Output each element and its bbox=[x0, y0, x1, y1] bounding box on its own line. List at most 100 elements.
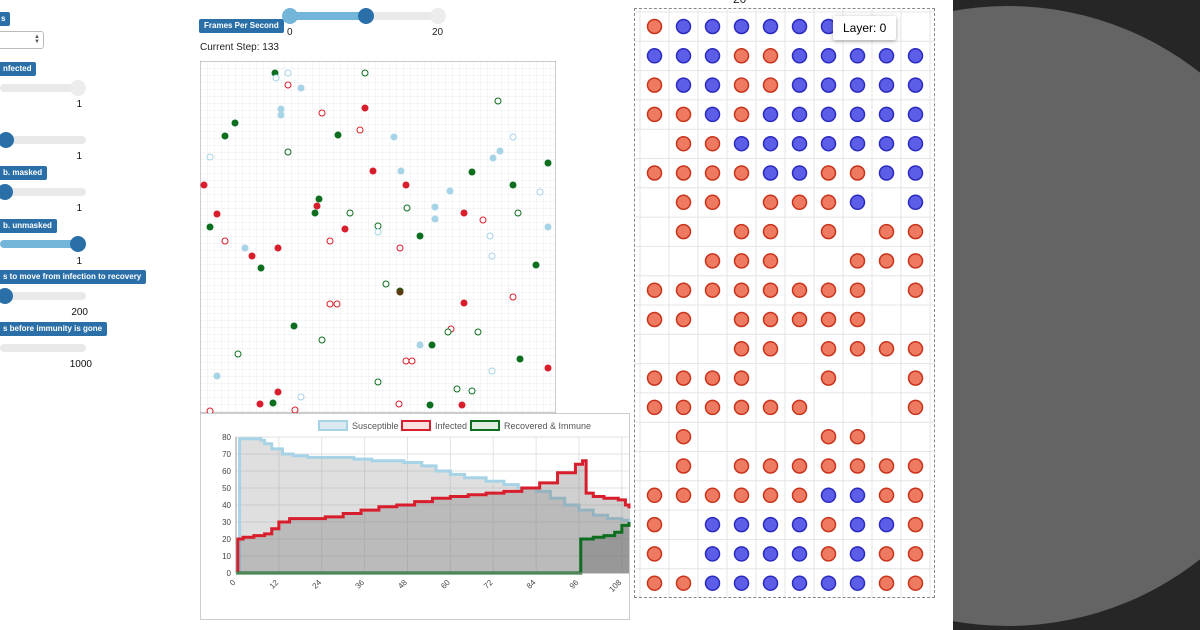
grid-cell-red[interactable] bbox=[675, 458, 692, 474]
grid-cell-red[interactable] bbox=[675, 135, 692, 152]
grid-cell-blue[interactable] bbox=[762, 135, 779, 152]
grid-cell-blue[interactable] bbox=[849, 487, 866, 504]
grid-cell-blue[interactable] bbox=[762, 106, 779, 123]
grid-cell-blue[interactable] bbox=[704, 575, 721, 591]
grid-cell-red[interactable] bbox=[907, 370, 924, 386]
grid-cell-red[interactable] bbox=[675, 487, 692, 504]
grid-cell-blue[interactable] bbox=[733, 18, 750, 35]
grid-cell-red[interactable] bbox=[733, 165, 750, 181]
cell-grid[interactable] bbox=[635, 9, 935, 599]
grid-cell-red[interactable] bbox=[704, 370, 721, 386]
grid-cell-red[interactable] bbox=[733, 341, 750, 357]
grid-cell-red[interactable] bbox=[820, 165, 837, 181]
grid-cell-red[interactable] bbox=[907, 253, 924, 269]
grid-cell-red[interactable] bbox=[762, 311, 779, 328]
grid-cell-blue[interactable] bbox=[820, 487, 837, 504]
grid-cell-red[interactable] bbox=[675, 311, 692, 328]
grid-cell-red[interactable] bbox=[907, 282, 924, 298]
grid-cell-red[interactable] bbox=[762, 77, 779, 93]
grid-cell-red[interactable] bbox=[704, 399, 721, 416]
grid-cell-blue[interactable] bbox=[791, 516, 808, 533]
grid-cell-blue[interactable] bbox=[907, 77, 924, 93]
grid-cell-blue[interactable] bbox=[675, 48, 692, 64]
grid-cell-red[interactable] bbox=[704, 194, 721, 211]
grid-cell-red[interactable] bbox=[675, 194, 692, 211]
grid-cell-red[interactable] bbox=[762, 194, 779, 211]
grid-cell-red[interactable] bbox=[675, 428, 692, 445]
grid-cell-red[interactable] bbox=[646, 487, 663, 504]
grid-cell-red[interactable] bbox=[675, 399, 692, 416]
slider-knob[interactable] bbox=[70, 80, 86, 96]
grid-cell-red[interactable] bbox=[820, 223, 837, 240]
grid-cell-red[interactable] bbox=[762, 487, 779, 504]
grid-cell-red[interactable] bbox=[849, 311, 866, 328]
grid-cell-red[interactable] bbox=[675, 282, 692, 298]
grid-cell-red[interactable] bbox=[762, 458, 779, 474]
grid-cell-red[interactable] bbox=[733, 370, 750, 386]
grid-cell-red[interactable] bbox=[762, 253, 779, 269]
grid-cell-blue[interactable] bbox=[849, 546, 866, 562]
grid-cell-red[interactable] bbox=[733, 311, 750, 328]
grid-cell-red[interactable] bbox=[907, 575, 924, 591]
grid-cell-red[interactable] bbox=[762, 48, 779, 64]
grid-cell-blue[interactable] bbox=[762, 575, 779, 591]
grid-cell-red[interactable] bbox=[878, 546, 895, 562]
grid-cell-red[interactable] bbox=[762, 282, 779, 298]
grid-cell-blue[interactable] bbox=[762, 516, 779, 533]
grid-cell-red[interactable] bbox=[733, 223, 750, 240]
grid-cell-red[interactable] bbox=[878, 223, 895, 240]
slider-knob[interactable] bbox=[70, 236, 86, 252]
grid-cell-blue[interactable] bbox=[762, 18, 779, 35]
grid-cell-red[interactable] bbox=[791, 311, 808, 328]
grid-cell-red[interactable] bbox=[733, 48, 750, 64]
grid-cell-blue[interactable] bbox=[849, 516, 866, 533]
slider-2[interactable] bbox=[0, 132, 86, 148]
grid-cell-red[interactable] bbox=[820, 458, 837, 474]
grid-cell-blue[interactable] bbox=[849, 48, 866, 64]
grid-cell-blue[interactable] bbox=[733, 575, 750, 591]
slider-knob[interactable] bbox=[0, 184, 13, 200]
grid-cell-red[interactable] bbox=[849, 458, 866, 474]
grid-cell-blue[interactable] bbox=[733, 135, 750, 152]
grid-cell-red[interactable] bbox=[733, 399, 750, 416]
grid-cell-red[interactable] bbox=[733, 487, 750, 504]
grid-cell-red[interactable] bbox=[878, 487, 895, 504]
grid-cell-red[interactable] bbox=[907, 546, 924, 562]
grid-cell-blue[interactable] bbox=[791, 106, 808, 123]
grid-cell-red[interactable] bbox=[907, 487, 924, 504]
grid-cell-blue[interactable] bbox=[907, 194, 924, 211]
grid-cell-red[interactable] bbox=[733, 253, 750, 269]
grid-cell-red[interactable] bbox=[646, 370, 663, 386]
grid-cell-blue[interactable] bbox=[878, 48, 895, 64]
grid-cell-red[interactable] bbox=[820, 282, 837, 298]
agent-canvas[interactable] bbox=[200, 61, 556, 413]
grid-cell-red[interactable] bbox=[849, 341, 866, 357]
number-input[interactable]: ▲ ▼ bbox=[0, 31, 44, 49]
grid-cell-blue[interactable] bbox=[791, 575, 808, 591]
grid-cell-blue[interactable] bbox=[820, 77, 837, 93]
spinner-icon[interactable]: ▲ ▼ bbox=[34, 34, 40, 45]
grid-cell-blue[interactable] bbox=[849, 77, 866, 93]
slider-initial-infected[interactable] bbox=[0, 80, 86, 96]
grid-cell-blue[interactable] bbox=[704, 106, 721, 123]
grid-cell-red[interactable] bbox=[820, 194, 837, 211]
slider-prob-unmasked[interactable] bbox=[0, 236, 86, 252]
grid-cell-red[interactable] bbox=[733, 282, 750, 298]
grid-cell-blue[interactable] bbox=[878, 165, 895, 181]
grid-cell-red[interactable] bbox=[762, 399, 779, 416]
grid-cell-red[interactable] bbox=[907, 399, 924, 416]
grid-cell-red[interactable] bbox=[675, 223, 692, 240]
grid-cell-blue[interactable] bbox=[733, 546, 750, 562]
grid-cell-blue[interactable] bbox=[820, 135, 837, 152]
slider-knob[interactable] bbox=[0, 132, 14, 148]
grid-cell-red[interactable] bbox=[646, 546, 663, 562]
grid-cell-red[interactable] bbox=[704, 165, 721, 181]
grid-cell-blue[interactable] bbox=[733, 516, 750, 533]
grid-cell-blue[interactable] bbox=[791, 77, 808, 93]
grid-cell-red[interactable] bbox=[791, 194, 808, 211]
grid-cell-blue[interactable] bbox=[849, 575, 866, 591]
grid-cell-blue[interactable] bbox=[704, 77, 721, 93]
grid-cell-red[interactable] bbox=[704, 135, 721, 152]
grid-cell-red[interactable] bbox=[762, 223, 779, 240]
grid-cell-red[interactable] bbox=[849, 428, 866, 445]
